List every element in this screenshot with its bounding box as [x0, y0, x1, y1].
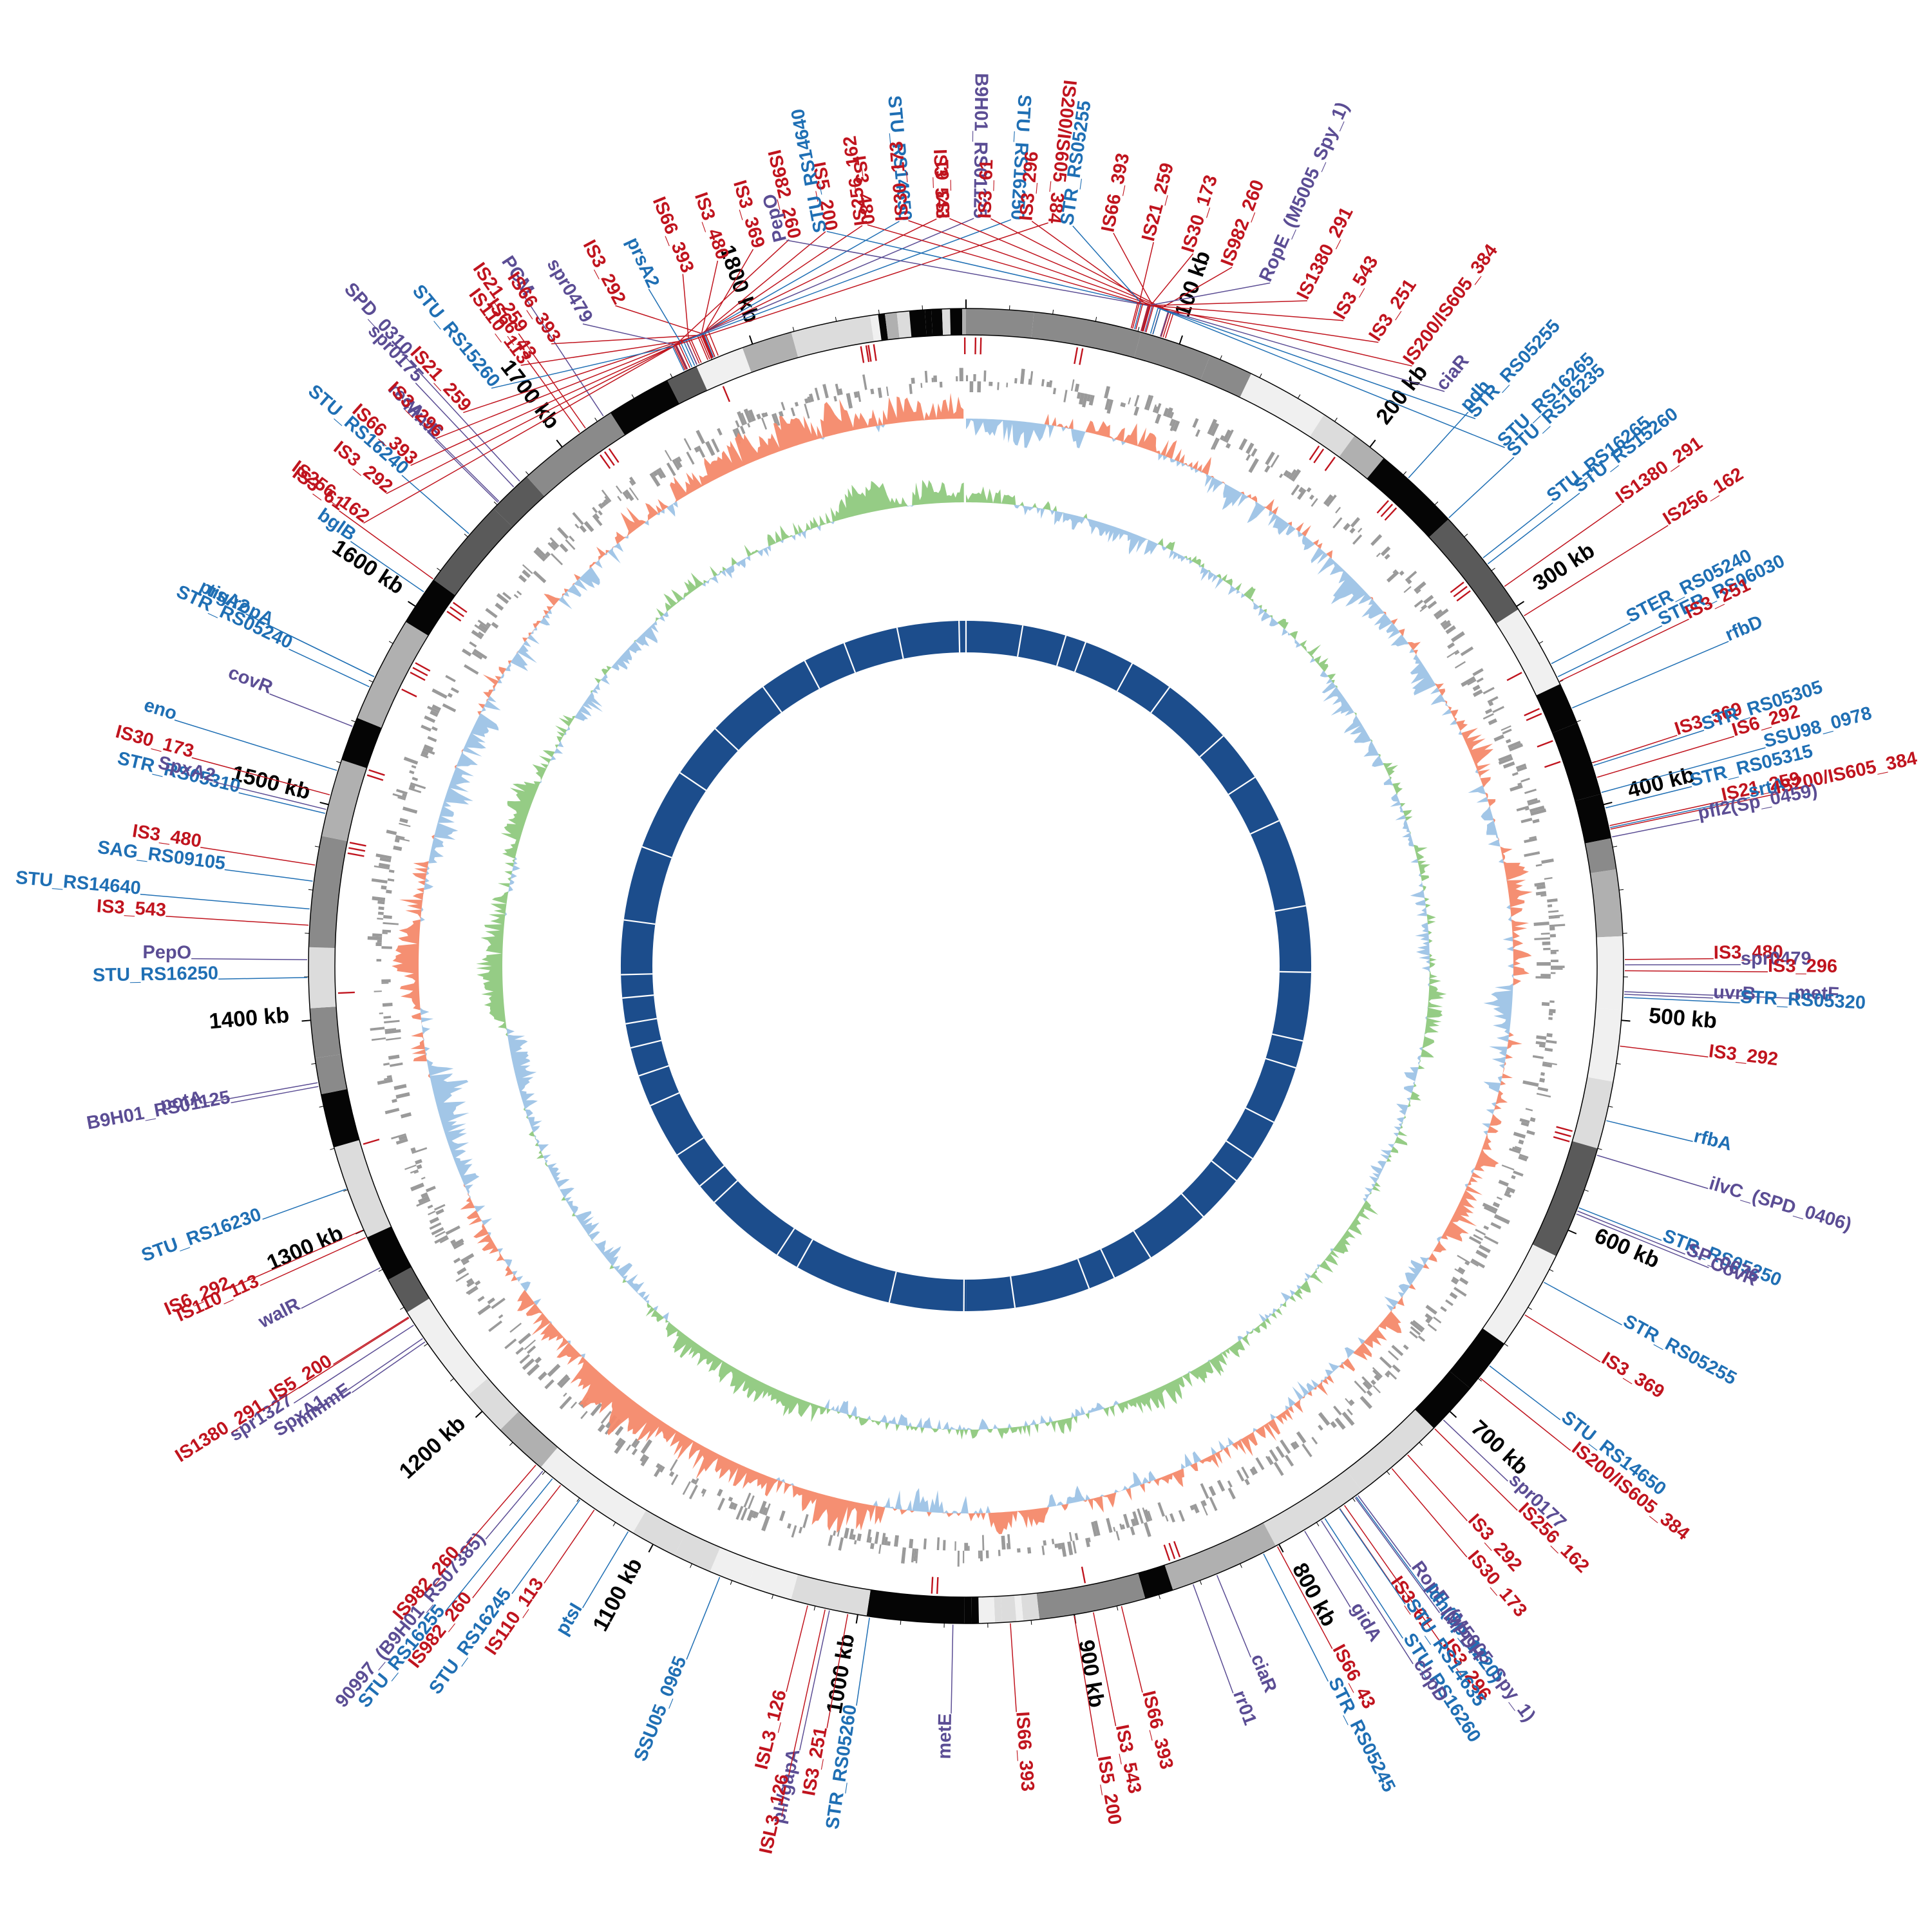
svg-text:metE: metE: [934, 1713, 956, 1759]
svg-text:gidA: gidA: [1347, 1599, 1386, 1645]
svg-text:ptsI: ptsI: [552, 1600, 587, 1639]
svg-text:IS3_543: IS3_543: [1329, 252, 1382, 323]
svg-text:eno: eno: [142, 695, 180, 724]
svg-text:rfbD: rfbD: [1722, 612, 1765, 646]
svg-text:200 kb: 200 kb: [1371, 360, 1432, 429]
svg-text:B9H01_RS01125: B9H01_RS01125: [85, 1087, 232, 1134]
svg-text:IS3_480: IS3_480: [690, 190, 733, 263]
svg-text:IS66_393: IS66_393: [1138, 1689, 1177, 1771]
svg-text:1600 kb: 1600 kb: [328, 535, 408, 599]
svg-text:1000 kb: 1000 kb: [822, 1632, 859, 1715]
svg-text:IS3_251: IS3_251: [799, 1725, 831, 1797]
svg-text:STU_RS16250: STU_RS16250: [93, 963, 219, 985]
svg-text:ciaR: ciaR: [1247, 1651, 1281, 1696]
svg-text:1500 kb: 1500 kb: [229, 761, 313, 804]
svg-text:STU_RS16230: STU_RS16230: [139, 1204, 264, 1266]
svg-text:1200 kb: 1200 kb: [395, 1411, 471, 1483]
svg-text:STU_RS14640: STU_RS14640: [15, 867, 142, 899]
svg-text:1100 kb: 1100 kb: [588, 1554, 647, 1635]
svg-text:90997_(B9H01_RS07385): 90997_(B9H01_RS07385): [332, 1529, 489, 1712]
svg-text:500 kb: 500 kb: [1648, 1003, 1718, 1034]
svg-text:walR: walR: [254, 1294, 303, 1332]
svg-text:RopE_(M5005_Spy_1): RopE_(M5005_Spy_1): [1255, 99, 1353, 285]
svg-text:rr01: rr01: [1229, 1688, 1260, 1728]
svg-text:1400 kb: 1400 kb: [208, 1003, 290, 1034]
svg-text:900 kb: 900 kb: [1074, 1638, 1109, 1710]
svg-text:rfbA: rfbA: [1692, 1126, 1734, 1155]
svg-text:STR_RS05320: STR_RS05320: [1739, 987, 1866, 1013]
svg-text:IS66_393: IS66_393: [1012, 1711, 1037, 1792]
svg-text:IS3_369: IS3_369: [1598, 1348, 1668, 1402]
svg-text:covR: covR: [225, 662, 276, 698]
svg-text:IS3_292: IS3_292: [579, 236, 630, 307]
svg-text:IS30_173: IS30_173: [1178, 173, 1222, 255]
svg-text:IS21_259: IS21_259: [1138, 161, 1178, 243]
svg-text:IS3_296: IS3_296: [1768, 956, 1837, 977]
svg-text:IS256_162: IS256_162: [1660, 464, 1747, 529]
svg-text:IS66_393: IS66_393: [649, 194, 698, 276]
svg-text:PepO: PepO: [142, 942, 191, 963]
svg-text:IS3_61: IS3_61: [974, 159, 997, 219]
svg-text:300 kb: 300 kb: [1529, 538, 1599, 596]
svg-text:IS3_543: IS3_543: [96, 896, 167, 921]
svg-text:ilvC_(SPD_0406): ilvC_(SPD_0406): [1707, 1173, 1853, 1235]
svg-text:IS3_292: IS3_292: [1708, 1041, 1779, 1070]
svg-text:SSU05_0965: SSU05_0965: [630, 1654, 690, 1765]
svg-text:800 kb: 800 kb: [1287, 1559, 1341, 1631]
svg-text:1300 kb: 1300 kb: [263, 1221, 347, 1276]
svg-text:prsA2: prsA2: [622, 234, 663, 291]
svg-text:IS66_393: IS66_393: [1097, 151, 1133, 234]
svg-text:IS3_369: IS3_369: [729, 178, 768, 251]
svg-text:IS3_251: IS3_251: [1365, 276, 1421, 345]
svg-text:IS3_61: IS3_61: [932, 159, 954, 219]
svg-text:IS200/IS605_384: IS200/IS605_384: [1399, 240, 1502, 368]
svg-text:IS982_260: IS982_260: [1217, 177, 1269, 269]
svg-text:ciaR: ciaR: [1432, 351, 1473, 395]
